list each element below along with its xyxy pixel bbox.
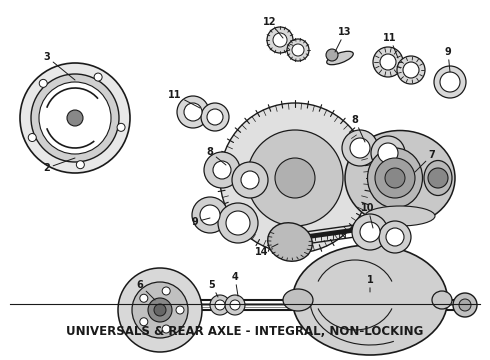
Circle shape — [273, 33, 287, 47]
Text: 10: 10 — [361, 203, 375, 228]
Ellipse shape — [365, 206, 435, 226]
Circle shape — [440, 72, 460, 92]
Circle shape — [213, 161, 231, 179]
Circle shape — [232, 162, 268, 198]
Text: 7: 7 — [415, 150, 436, 172]
Circle shape — [176, 306, 184, 314]
Circle shape — [154, 304, 166, 316]
Circle shape — [177, 96, 209, 128]
Circle shape — [215, 300, 225, 310]
Circle shape — [241, 171, 259, 189]
Circle shape — [267, 27, 293, 53]
Ellipse shape — [345, 131, 455, 225]
Text: 11: 11 — [168, 90, 200, 108]
Text: 2: 2 — [44, 158, 75, 173]
Circle shape — [192, 197, 228, 233]
Circle shape — [352, 214, 388, 250]
Circle shape — [94, 73, 102, 81]
Circle shape — [459, 299, 471, 311]
Circle shape — [230, 300, 240, 310]
Ellipse shape — [283, 289, 313, 311]
Circle shape — [220, 103, 370, 253]
Circle shape — [275, 158, 315, 198]
Circle shape — [292, 44, 304, 56]
Circle shape — [204, 152, 240, 188]
Circle shape — [386, 228, 404, 246]
Circle shape — [434, 66, 466, 98]
Circle shape — [28, 134, 36, 141]
Text: UNIVERSALS & REAR AXLE - INTEGRAL, NON-LOCKING: UNIVERSALS & REAR AXLE - INTEGRAL, NON-L… — [66, 325, 424, 338]
Ellipse shape — [293, 245, 447, 355]
Circle shape — [350, 138, 370, 158]
Circle shape — [207, 109, 223, 125]
Circle shape — [342, 130, 378, 166]
Text: 6: 6 — [137, 280, 155, 300]
Text: 9: 9 — [444, 47, 451, 72]
Circle shape — [385, 168, 405, 188]
Circle shape — [132, 282, 188, 338]
Text: 11: 11 — [383, 33, 398, 58]
Text: 14: 14 — [255, 244, 278, 257]
Text: 4: 4 — [232, 272, 238, 296]
Circle shape — [201, 103, 229, 131]
Circle shape — [397, 56, 425, 84]
Circle shape — [428, 168, 448, 188]
Ellipse shape — [268, 223, 312, 261]
Text: 5: 5 — [209, 280, 218, 297]
Circle shape — [210, 295, 230, 315]
Ellipse shape — [432, 291, 452, 309]
Circle shape — [162, 325, 170, 333]
Circle shape — [148, 298, 172, 322]
Circle shape — [380, 54, 396, 70]
Text: 8: 8 — [351, 115, 365, 142]
Ellipse shape — [327, 51, 353, 65]
Circle shape — [225, 295, 245, 315]
Circle shape — [31, 74, 119, 162]
Circle shape — [117, 123, 125, 131]
Circle shape — [287, 39, 309, 61]
Circle shape — [326, 49, 338, 61]
Circle shape — [379, 221, 411, 253]
Ellipse shape — [424, 161, 452, 195]
Circle shape — [247, 130, 343, 226]
Circle shape — [378, 143, 398, 163]
Circle shape — [453, 293, 477, 317]
Circle shape — [218, 203, 258, 243]
Circle shape — [375, 158, 415, 198]
Circle shape — [360, 222, 380, 242]
Text: 8: 8 — [207, 147, 226, 165]
Circle shape — [184, 103, 202, 121]
Circle shape — [200, 205, 220, 225]
Circle shape — [140, 294, 148, 302]
Circle shape — [20, 63, 130, 173]
Circle shape — [162, 287, 170, 295]
Text: 13: 13 — [335, 27, 352, 52]
Circle shape — [39, 82, 111, 154]
Circle shape — [226, 211, 250, 235]
Text: 3: 3 — [44, 52, 75, 80]
Ellipse shape — [368, 148, 422, 208]
Text: 9: 9 — [192, 217, 210, 227]
Circle shape — [67, 110, 83, 126]
Circle shape — [403, 62, 419, 78]
Circle shape — [373, 47, 403, 77]
Text: 1: 1 — [367, 275, 373, 292]
Circle shape — [39, 79, 47, 87]
Circle shape — [76, 161, 84, 169]
Circle shape — [140, 318, 148, 326]
Text: 12: 12 — [263, 17, 283, 38]
Circle shape — [118, 268, 202, 352]
Circle shape — [371, 136, 405, 170]
